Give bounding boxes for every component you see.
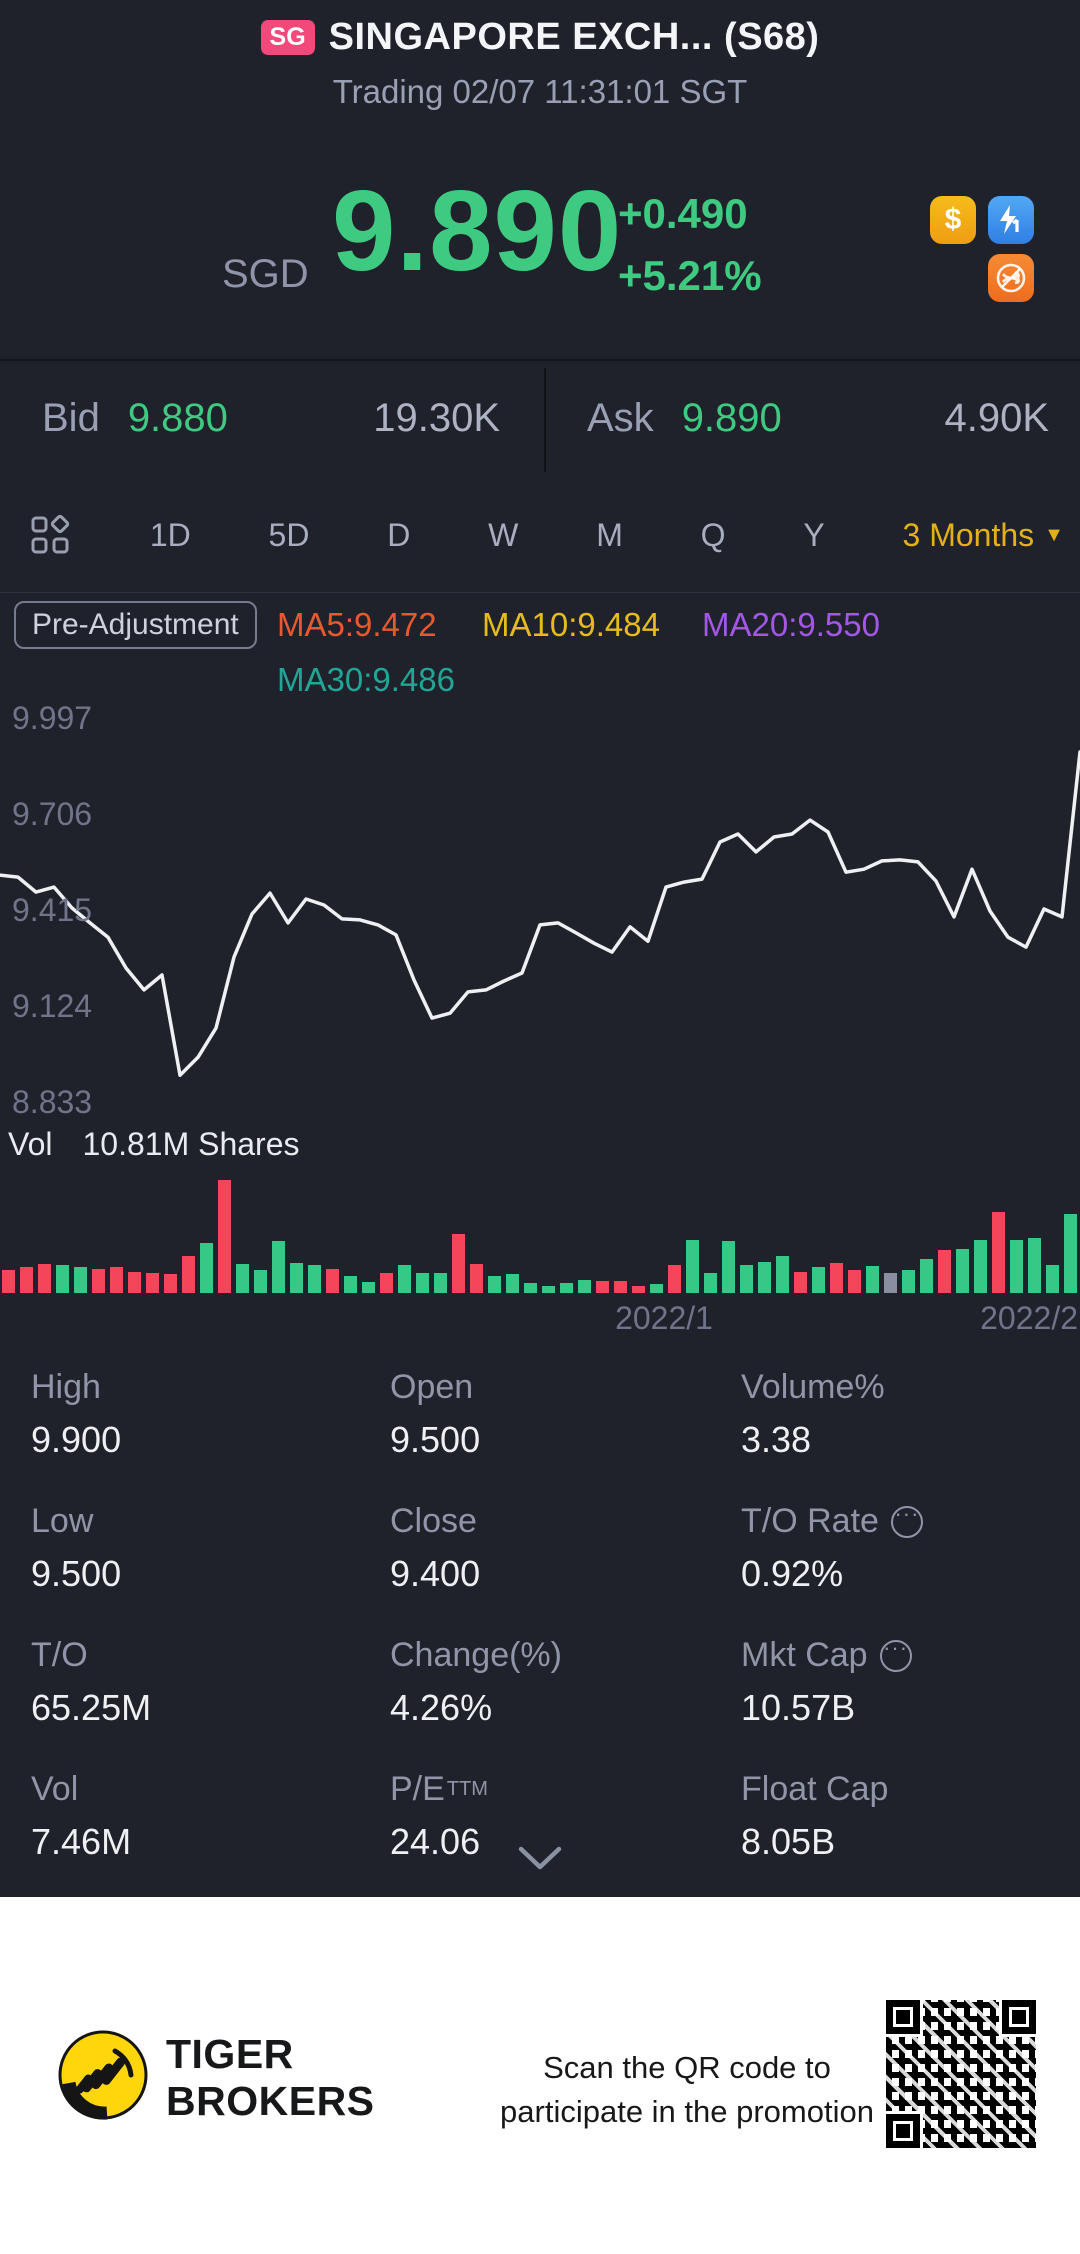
bid-ask-divider bbox=[544, 368, 546, 472]
stock-title: SINGAPORE EXCH... (S68) bbox=[328, 16, 820, 58]
bid-label: Bid bbox=[42, 396, 100, 440]
stat-turnover: T/O 65.25M bbox=[31, 1636, 152, 1728]
qr-code bbox=[886, 2000, 1036, 2148]
brand-wordmark: TIGER BROKERS bbox=[166, 2031, 375, 2124]
ask-size: 4.90K bbox=[944, 396, 1049, 440]
ma20-legend: MA20:9.550 bbox=[702, 606, 880, 643]
y-axis-tick: 9.706 bbox=[12, 796, 93, 832]
stat-float-cap: Float Cap 8.05B bbox=[741, 1770, 889, 1862]
currency-label: SGD bbox=[222, 252, 309, 296]
tab-5d[interactable]: 5D bbox=[268, 516, 310, 553]
short-sell-disabled-icon[interactable] bbox=[988, 254, 1034, 302]
qr-finder-square bbox=[1002, 2000, 1036, 2034]
dark-panel bbox=[0, 0, 1080, 1897]
tab-quarter[interactable]: Q bbox=[700, 516, 726, 553]
stat-high: High 9.900 bbox=[31, 1368, 122, 1460]
bid-ask-row: Bid 9.880 19.30K Ask 9.890 4.90K bbox=[0, 359, 1080, 476]
ma5-legend: MA5:9.472 bbox=[277, 606, 437, 643]
volume-bar-chart[interactable] bbox=[0, 1150, 1080, 1293]
stat-mkt-cap: Mkt Cap 10.57B bbox=[741, 1624, 1080, 1758]
bid-price: 9.880 bbox=[127, 396, 228, 440]
pre-adjustment-button[interactable]: Pre-Adjustment bbox=[14, 601, 257, 649]
last-price: 9.890 bbox=[332, 168, 623, 295]
volume-header: Vol 10.81M Shares bbox=[8, 1126, 300, 1163]
stats-grid: High 9.900 Open 9.500 Volume% 3.38 Low 9… bbox=[0, 1356, 1080, 1892]
header: SG SINGAPORE EXCH... (S68) Trading 02/07… bbox=[0, 16, 1080, 111]
market-flag-badge: SG bbox=[260, 20, 315, 55]
bid-block: Bid 9.880 19.30K bbox=[0, 361, 540, 476]
x-axis-label: 2022/2 bbox=[980, 1300, 1078, 1336]
tab-week[interactable]: W bbox=[488, 516, 519, 553]
tiger-brokers-logo bbox=[58, 2030, 148, 2120]
price-change-block: +0.490 +5.21% bbox=[618, 190, 762, 300]
trading-status: Trading 02/07 11:31:01 SGT bbox=[332, 73, 748, 110]
y-axis-tick: 9.997 bbox=[12, 700, 93, 736]
period-dropdown-label: 3 Months bbox=[902, 516, 1035, 553]
stat-pe-ttm: P/E TTM 24.06 bbox=[390, 1770, 488, 1862]
y-axis-tick: 9.415 bbox=[12, 892, 93, 928]
ma10-legend: MA10:9.484 bbox=[482, 606, 660, 643]
dollar-rewards-icon[interactable]: $ bbox=[930, 196, 976, 244]
ask-block: Ask 9.890 4.90K bbox=[540, 361, 1080, 476]
tab-day[interactable]: D bbox=[387, 516, 411, 553]
y-axis-tick: 8.833 bbox=[12, 1084, 93, 1120]
y-axis-tick: 9.124 bbox=[12, 988, 93, 1024]
stat-open: Open 9.500 bbox=[390, 1368, 481, 1460]
stat-low: Low 9.500 bbox=[31, 1502, 122, 1594]
ma30-legend: MA30:9.486 bbox=[277, 661, 455, 698]
volume-value: 10.81M Shares bbox=[82, 1126, 300, 1162]
stat-change-pct: Change(%) 4.26% bbox=[390, 1636, 562, 1728]
price-change: +0.490 bbox=[618, 190, 748, 237]
tab-month[interactable]: M bbox=[596, 516, 623, 553]
x-axis-label: 2022/1 bbox=[615, 1300, 713, 1336]
volume-label: Vol bbox=[8, 1126, 53, 1162]
ask-price: 9.890 bbox=[681, 396, 782, 440]
lightning-bolt-icon bbox=[1000, 205, 1019, 234]
stat-volume-pct: Volume% 3.38 bbox=[741, 1368, 885, 1460]
info-ellipsis-icon[interactable] bbox=[879, 1635, 912, 1672]
chevron-down-icon: ▼ bbox=[1044, 523, 1064, 546]
flash-trade-icon[interactable] bbox=[988, 196, 1034, 244]
stat-close: Close 9.400 bbox=[390, 1502, 481, 1594]
qr-finder-square bbox=[886, 2114, 920, 2148]
stat-turnover-rate: T/O Rate 0.92% bbox=[741, 1490, 1080, 1624]
bid-size: 19.30K bbox=[373, 396, 500, 440]
promo-text: Scan the QR code to participate in the p… bbox=[500, 2050, 874, 2129]
qr-finder-square bbox=[886, 2000, 920, 2034]
period-tab-bar: 1D 5D D W M Q Y 3 Months ▼ bbox=[0, 480, 1080, 590]
price-line bbox=[0, 750, 1080, 1077]
expand-chevron-icon[interactable] bbox=[516, 1845, 564, 1873]
period-dropdown[interactable]: 3 Months ▼ bbox=[903, 517, 1064, 554]
crossed-arrows-icon bbox=[996, 263, 1026, 293]
price-line-chart[interactable] bbox=[0, 690, 1080, 1120]
tab-1d[interactable]: 1D bbox=[149, 516, 191, 553]
chart-layout-grid-icon[interactable] bbox=[28, 513, 72, 557]
tab-year[interactable]: Y bbox=[803, 516, 825, 553]
stat-vol: Vol 7.46M bbox=[31, 1770, 132, 1862]
chart-section-divider bbox=[0, 592, 1080, 593]
info-ellipsis-icon[interactable] bbox=[890, 1501, 923, 1538]
ask-label: Ask bbox=[587, 396, 654, 440]
price-change-percent: +5.21% bbox=[618, 252, 762, 299]
